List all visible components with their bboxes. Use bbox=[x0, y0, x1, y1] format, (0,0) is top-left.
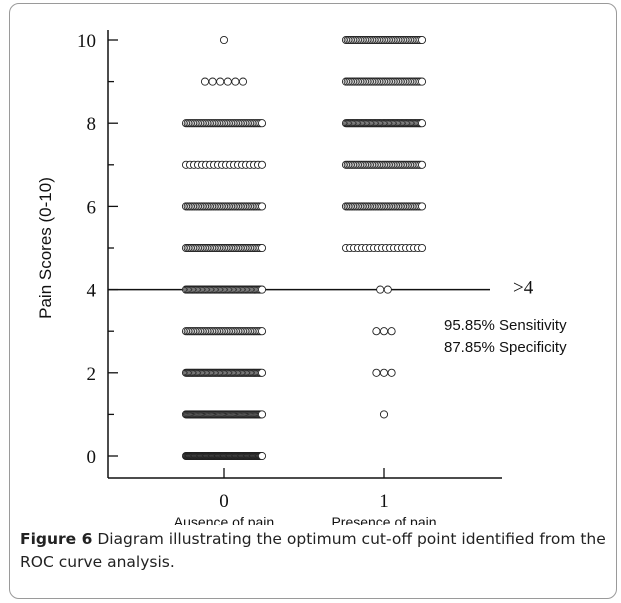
data-point bbox=[257, 410, 267, 419]
data-point bbox=[231, 77, 240, 86]
figure-caption: Figure 6 Diagram illustrating the optimu… bbox=[20, 528, 610, 574]
y-tick-label: 0 bbox=[87, 447, 97, 468]
data-point bbox=[417, 119, 427, 128]
x-tick-label: 1 bbox=[379, 491, 389, 512]
x-category-label: Ausence of pain bbox=[174, 514, 274, 525]
y-tick-label: 8 bbox=[87, 114, 97, 135]
axes bbox=[107, 30, 502, 479]
y-ticks: 0 2 4 6 8 10 bbox=[77, 31, 118, 468]
y-tick-label: 4 bbox=[87, 281, 97, 302]
data-point bbox=[417, 35, 427, 45]
data-point bbox=[383, 285, 392, 294]
data-point bbox=[257, 160, 267, 169]
data-point bbox=[379, 327, 389, 336]
data-point bbox=[387, 368, 396, 377]
cutoff-annotation: 87.85% Specificity bbox=[444, 339, 567, 356]
data-point bbox=[223, 77, 232, 86]
data-point bbox=[387, 327, 396, 336]
x-category-label: Presence of pain bbox=[331, 514, 436, 525]
x-tick-label: 0 bbox=[219, 491, 229, 512]
data-point bbox=[376, 285, 385, 294]
data-point bbox=[238, 77, 248, 86]
data-point bbox=[372, 327, 381, 336]
data-points bbox=[181, 35, 427, 461]
cutoff-annotation: 95.85% Sensitivity bbox=[444, 317, 567, 334]
data-point bbox=[257, 202, 267, 211]
y-tick-label: 2 bbox=[87, 364, 97, 385]
chart-labels: 0 Ausence of pain 1 Presence of pain Pain Sc… bbox=[36, 177, 567, 525]
data-point bbox=[379, 410, 389, 419]
data-point bbox=[257, 119, 267, 128]
data-point bbox=[257, 451, 267, 461]
data-point bbox=[372, 368, 381, 377]
data-point bbox=[379, 368, 389, 377]
dot-plot-chart: 0 2 4 6 8 10 0 Ausence of pain 1 Presence of pai… bbox=[36, 30, 567, 525]
data-point bbox=[417, 243, 427, 253]
data-point bbox=[200, 77, 210, 86]
cutoff-label: >4 bbox=[513, 278, 534, 299]
data-point bbox=[257, 368, 267, 377]
caption-text: Diagram illustrating the optimum cut-off… bbox=[20, 530, 606, 571]
data-point bbox=[417, 160, 427, 169]
data-point bbox=[257, 327, 267, 336]
data-point bbox=[219, 35, 229, 45]
data-point bbox=[417, 77, 427, 86]
data-point bbox=[257, 285, 267, 294]
data-point bbox=[208, 77, 217, 86]
data-point bbox=[417, 202, 427, 211]
data-point bbox=[257, 243, 267, 253]
y-tick-label: 6 bbox=[87, 197, 97, 218]
data-point bbox=[216, 77, 225, 86]
figure-frame bbox=[9, 3, 617, 599]
y-axis-label: Pain Scores (0-10) bbox=[36, 177, 55, 319]
y-tick-label: 10 bbox=[77, 31, 96, 52]
caption-label: Figure 6 bbox=[20, 530, 93, 548]
